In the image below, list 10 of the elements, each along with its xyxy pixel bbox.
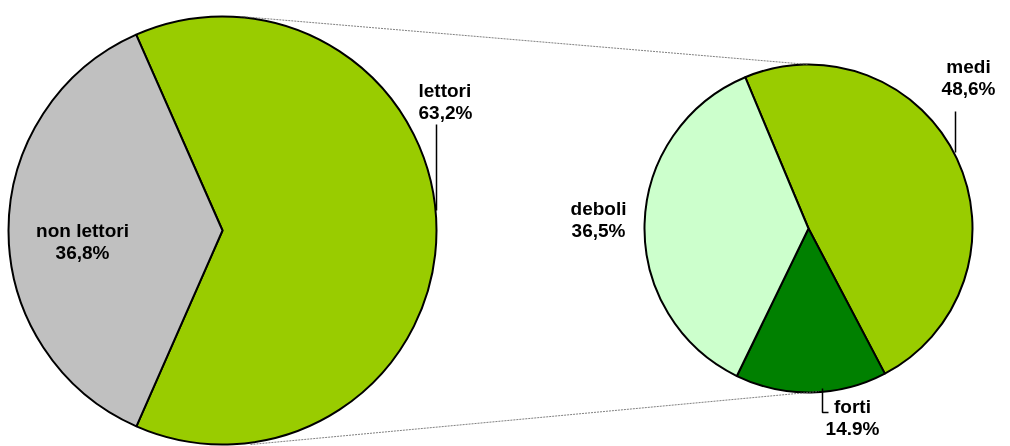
data-label: 36,8% <box>55 241 110 263</box>
data-label: 63,2% <box>418 101 473 123</box>
slice-label: medi <box>946 55 991 77</box>
slice-label: forti <box>834 395 871 417</box>
data-label: 14.9% <box>825 417 880 439</box>
slice-label: lettori <box>418 79 472 101</box>
slice-label: non lettori <box>36 219 129 241</box>
data-label: 48,6% <box>941 77 996 99</box>
data-label: 36,5% <box>571 219 626 241</box>
slice-label: deboli <box>570 197 627 219</box>
